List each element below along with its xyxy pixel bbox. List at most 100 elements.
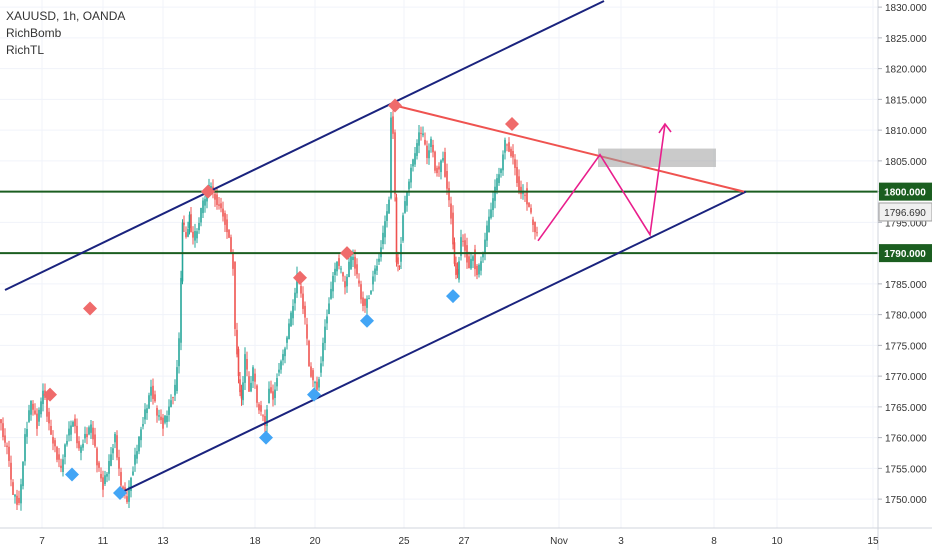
drawings[interactable] (0, 0, 878, 494)
candle-body (239, 379, 241, 393)
price-label-box (879, 244, 932, 263)
candle-body (22, 461, 24, 487)
candle-body (230, 237, 232, 252)
candle-body (180, 277, 182, 343)
candle-body (514, 159, 516, 168)
candle-body (498, 174, 500, 184)
candle-body (490, 209, 492, 218)
indicator-label-richbomb[interactable]: RichBomb (6, 26, 62, 40)
candle-body (395, 197, 398, 263)
price-axis-label: 1795.000 (885, 218, 927, 229)
price-axis-label: 1810.000 (885, 126, 927, 137)
candle-body (48, 411, 50, 424)
candle-body (356, 264, 358, 275)
candle-body (228, 229, 230, 238)
projection-path (537, 123, 666, 242)
candle-body (484, 239, 486, 254)
candle-body (76, 425, 78, 444)
sell-signal-marker (388, 98, 402, 113)
candle-body (382, 232, 384, 245)
candle-body (36, 413, 38, 429)
candle-body (6, 445, 8, 447)
price-axis-label: 1755.000 (885, 464, 927, 475)
candle-body (114, 433, 116, 443)
candle-body (390, 117, 392, 199)
candle-body (368, 298, 370, 300)
candle-body (170, 400, 172, 407)
symbol-label[interactable]: XAUUSD, 1h, OANDA (6, 9, 126, 23)
candle-body (128, 486, 130, 502)
price-label: 1800.000 (884, 188, 926, 199)
price-label: 1790.000 (884, 249, 926, 260)
candle-body (244, 354, 246, 383)
candle-body (156, 408, 158, 416)
buy-signal-marker (65, 467, 79, 482)
candle-body (256, 385, 258, 403)
sell-signal-marker (83, 301, 97, 316)
candle-body (418, 132, 420, 146)
candle-body (386, 211, 388, 221)
candle-body (450, 203, 452, 219)
time-axis-label: 10 (771, 536, 783, 547)
candle-body (98, 462, 100, 468)
price-axis-label: 1785.000 (885, 280, 927, 291)
candle-body (346, 276, 348, 287)
candle-body (500, 168, 502, 173)
candle-body (210, 185, 212, 189)
candle-body (362, 297, 364, 306)
candle-body (304, 305, 306, 318)
candle-body (348, 261, 350, 278)
candle-body (34, 410, 36, 414)
candle-body (308, 340, 310, 367)
candle-body (185, 232, 187, 237)
candle-body (426, 145, 428, 159)
candle-body (260, 405, 262, 412)
price-label: 1796.690 (884, 208, 926, 219)
indicator-label-richtl[interactable]: RichTL (6, 43, 45, 57)
candle-body (464, 240, 466, 251)
candle-body (70, 425, 72, 435)
price-axis-label: 1825.000 (885, 34, 927, 45)
candle-body (372, 276, 374, 285)
candle-body (58, 454, 60, 460)
candle-body (432, 144, 434, 153)
candle-body (46, 397, 48, 417)
candle-body (254, 373, 256, 382)
candle-body (278, 369, 280, 373)
candle-body (532, 219, 534, 225)
candle-body (138, 436, 140, 452)
candle-body (234, 262, 236, 329)
candle-body (194, 230, 196, 241)
candle-body (424, 139, 426, 145)
candle-body (18, 497, 20, 503)
candle-body (336, 261, 338, 272)
candle-body (108, 461, 110, 474)
candle-body (240, 389, 243, 399)
candle-body (397, 257, 399, 265)
candle-body (158, 415, 160, 417)
candle-body (374, 268, 376, 275)
candle-body (96, 448, 98, 466)
candle-body (438, 166, 440, 170)
candle-body (250, 382, 252, 392)
candle-body (474, 249, 476, 270)
sell-signal-marker (43, 387, 57, 402)
candle-body (82, 443, 84, 448)
candle-body (78, 441, 80, 449)
candle-body (54, 440, 56, 447)
candle-body (328, 303, 330, 315)
candle-body (350, 256, 352, 269)
candle-body (288, 323, 290, 340)
candle-body (388, 199, 390, 214)
candle-body (338, 258, 340, 266)
buy-signal-marker (360, 313, 374, 328)
candle-body (90, 424, 92, 433)
candle-body (172, 397, 174, 399)
candle-body (528, 202, 530, 207)
candle-body (394, 132, 396, 195)
candle-body (2, 423, 4, 438)
candle-body (480, 261, 482, 271)
candle-body (522, 191, 524, 195)
